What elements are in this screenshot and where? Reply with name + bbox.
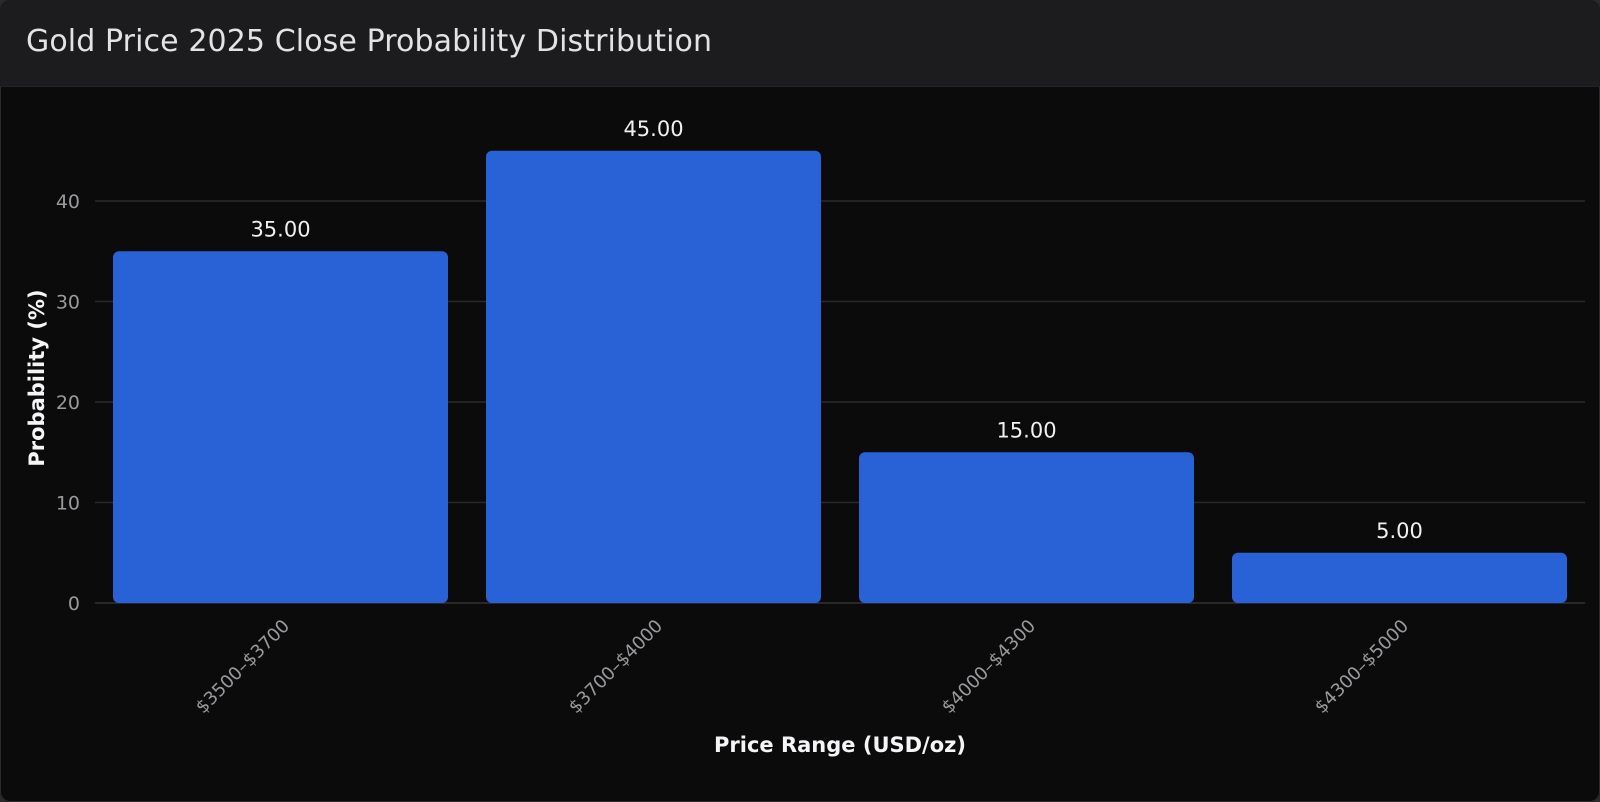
y-tick-label: 0 (68, 593, 80, 615)
bar-value-label: 5.00 (1376, 519, 1423, 543)
x-tick-label: $3700–$4000 (565, 616, 667, 718)
bars (113, 150, 1567, 603)
bar[interactable] (486, 150, 821, 603)
y-tick-label: 10 (56, 493, 80, 515)
bar-value-label: 35.00 (250, 217, 310, 241)
chart-title: Gold Price 2025 Close Probability Distri… (26, 24, 713, 59)
x-axis-title: Price Range (USD/oz) (714, 733, 966, 757)
x-axis-ticks: $3500–$3700 $3700–$4000 $4000–$4300 $4300–$… (192, 616, 1413, 718)
bar-value-label: 45.00 (623, 117, 683, 141)
x-tick-label: $4000–$4300 (938, 616, 1040, 718)
y-axis-title: Probability (%) (25, 289, 49, 466)
bar[interactable] (1232, 552, 1567, 603)
bar[interactable] (113, 251, 448, 603)
y-axis-ticks: 0 10 20 30 40 (56, 191, 80, 615)
y-tick-label: 30 (56, 292, 80, 314)
bar[interactable] (859, 452, 1194, 603)
y-tick-label: 20 (56, 392, 80, 414)
x-tick-label: $3500–$3700 (192, 616, 294, 718)
panel-header: Gold Price 2025 Close Probability Distri… (0, 0, 1600, 87)
bar-value-label: 15.00 (996, 418, 1056, 442)
x-tick-label: $4300–$5000 (1311, 616, 1413, 718)
value-labels: 35.00 45.00 15.00 5.00 (250, 117, 1422, 543)
y-tick-label: 40 (56, 191, 80, 213)
